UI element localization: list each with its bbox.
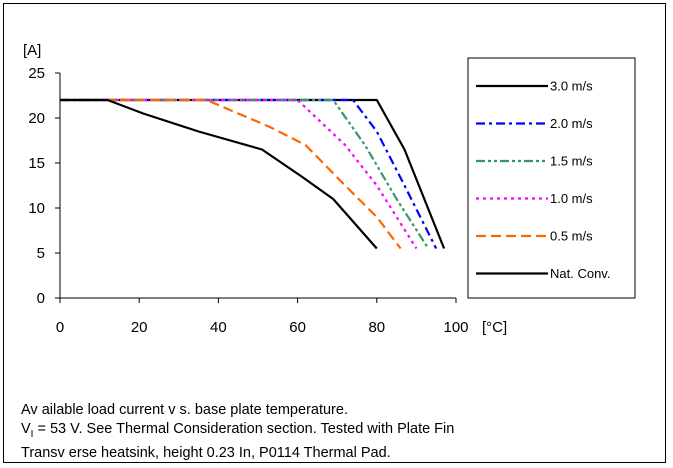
legend-label-2: 1.5 m/s: [550, 154, 593, 169]
caption: Av ailable load current v s. base plate …: [21, 401, 661, 463]
caption-v-subscript: I: [30, 428, 34, 440]
x-axis-label: [°C]: [482, 319, 507, 336]
y-tick-label: 15: [28, 155, 45, 172]
y-tick-label: 25: [28, 65, 45, 82]
x-tick-label: 100: [443, 319, 468, 336]
legend-label-5: Nat. Conv.: [550, 266, 610, 281]
legend-label-1: 2.0 m/s: [550, 116, 593, 131]
y-tick-label: 10: [28, 200, 45, 217]
legend-label-3: 1.0 m/s: [550, 191, 593, 206]
series-line-4: [60, 98, 402, 250]
legend: 3.0 m/s 2.0 m/s 1.5 m/s 1.0 m/s 0.5 m/s Nat. …: [467, 57, 636, 299]
y-tick-label: 20: [28, 110, 45, 127]
x-tick-label: 40: [210, 319, 227, 336]
legend-label-4: 0.5 m/s: [550, 229, 593, 244]
caption-line-1: Av ailable load current v s. base plate …: [21, 402, 348, 418]
series-line-5: [60, 98, 378, 250]
x-tick-label: 20: [131, 319, 148, 336]
series-line-3: [60, 98, 418, 250]
legend-label-0: 3.0 m/s: [550, 79, 593, 94]
caption-line-3: Transv erse heatsink, height 0.23 In, P0…: [21, 444, 391, 461]
caption-line-2: VI = 53 V. See Thermal Consideration sec…: [21, 420, 661, 444]
x-tick-label: 0: [56, 319, 64, 336]
figure-frame: [3, 3, 666, 463]
series-line-0: [60, 98, 446, 249]
series-lines: [60, 98, 446, 250]
x-tick-label: 80: [368, 319, 385, 336]
legend-box: [467, 57, 636, 299]
series-line-2: [60, 98, 430, 250]
x-tick-label: 60: [289, 319, 306, 336]
y-axis-label: [A]: [23, 42, 41, 59]
y-tick-label: 0: [37, 290, 45, 307]
y-tick-label: 5: [37, 245, 45, 262]
caption-line-2-text: = 53 V. See Thermal Consideration sectio…: [33, 421, 455, 437]
axes: 0 5 10 15 20 25 0 20 40 60 80 100 [A] [°C]: [23, 42, 507, 336]
series-line-1: [60, 98, 438, 249]
caption-v: V: [21, 421, 31, 437]
